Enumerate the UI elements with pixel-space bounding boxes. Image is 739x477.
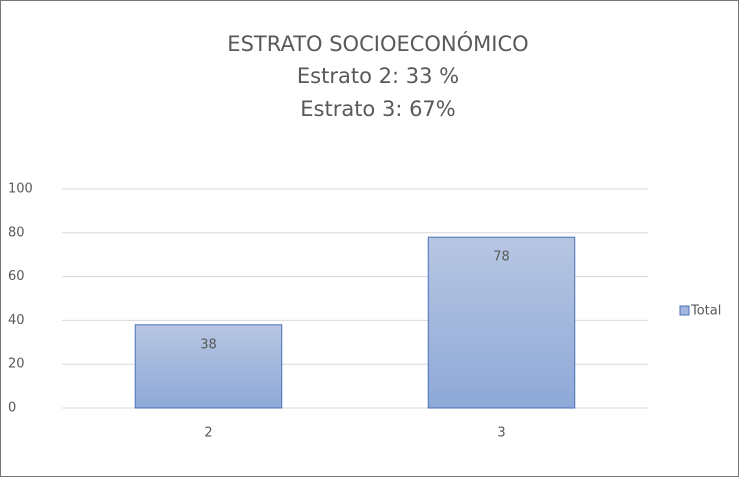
y-tick-label: 0 <box>8 401 16 416</box>
y-tick-label: 60 <box>8 269 25 284</box>
chart-subtitle: Estrato 2: 33 % <box>297 64 459 88</box>
legend-label: Total <box>690 304 721 319</box>
y-tick-label: 100 <box>8 182 33 197</box>
bar <box>134 324 283 409</box>
x-tick-label: 3 <box>497 426 505 441</box>
data-label: 38 <box>200 337 217 352</box>
y-tick-label: 80 <box>8 225 25 240</box>
chart-title: ESTRATO SOCIOECONÓMICO <box>227 31 528 56</box>
data-label: 78 <box>493 250 510 265</box>
x-tick-label: 2 <box>204 426 212 441</box>
bar <box>427 236 576 409</box>
y-tick-label: 40 <box>8 313 25 328</box>
chart-subtitle: Estrato 3: 67% <box>300 97 456 121</box>
y-tick-label: 20 <box>8 357 25 372</box>
legend-swatch <box>679 305 690 316</box>
